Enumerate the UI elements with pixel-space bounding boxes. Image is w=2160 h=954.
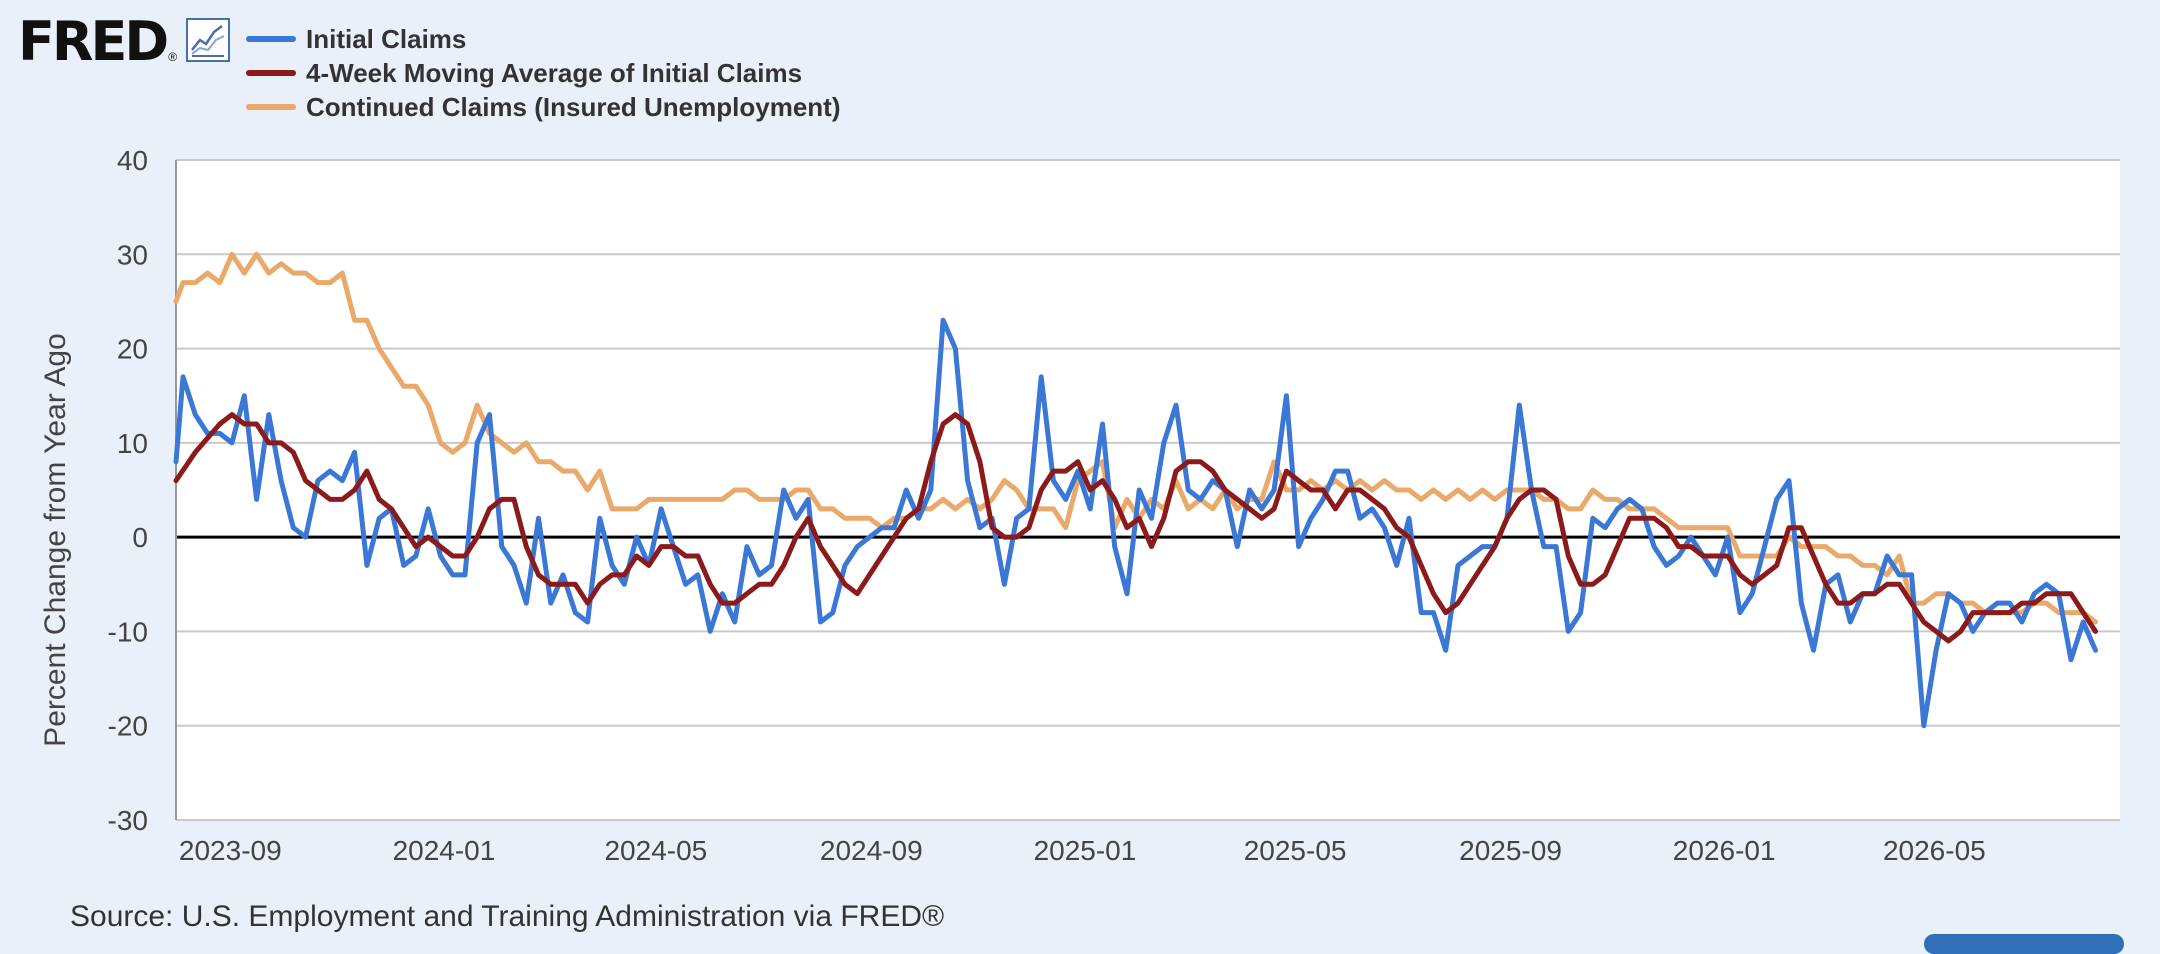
series-line-4-week-average bbox=[173, 412, 2098, 644]
x-tick-label: 2026-01 bbox=[1673, 835, 1776, 866]
legend-item-4-week-moving-average[interactable]: 4-Week Moving Average of Initial Claims bbox=[246, 56, 841, 90]
x-tick-label: 2025-09 bbox=[1459, 835, 1562, 866]
plot-background bbox=[176, 160, 2120, 820]
y-tick-label: -30 bbox=[108, 805, 148, 836]
y-tick-label: -20 bbox=[108, 711, 148, 742]
y-tick-label: 0 bbox=[132, 522, 148, 553]
legend-swatch bbox=[246, 36, 296, 42]
y-tick-label: 20 bbox=[117, 334, 148, 365]
fred-logo[interactable]: FRED ® bbox=[18, 14, 177, 70]
x-tick-label: 2024-09 bbox=[820, 835, 923, 866]
series-line-initial-claims bbox=[173, 317, 2098, 729]
logo-registered-mark: ® bbox=[168, 50, 178, 64]
series-lines bbox=[173, 251, 2098, 729]
legend-label: Continued Claims (Insured Unemployment) bbox=[306, 91, 841, 122]
y-tick-labels: 40 30 20 10 0 -10 -20 -30 bbox=[108, 145, 148, 836]
x-tick-label: 2025-01 bbox=[1034, 835, 1137, 866]
y-tick-label: 10 bbox=[117, 428, 148, 459]
line-graph-icon[interactable] bbox=[186, 18, 230, 62]
source-note: Source: U.S. Employment and Training Adm… bbox=[70, 900, 945, 933]
legend-item-continued-claims[interactable]: Continued Claims (Insured Unemployment) bbox=[246, 90, 841, 124]
legend-label: Initial Claims bbox=[306, 23, 467, 54]
legend-swatch bbox=[246, 70, 296, 76]
download-button[interactable] bbox=[1924, 934, 2124, 954]
legend-label: 4-Week Moving Average of Initial Claims bbox=[306, 57, 803, 88]
x-tick-labels: 2023-09 2024-01 2024-05 2024-09 2025-01 2025-… bbox=[179, 835, 1986, 866]
y-tick-label: 30 bbox=[117, 239, 148, 270]
plot-area bbox=[176, 160, 2120, 820]
x-tick-label: 2025-05 bbox=[1244, 835, 1347, 866]
x-tick-label: 2023-09 bbox=[179, 835, 282, 866]
logo-text: FRED bbox=[18, 10, 169, 73]
x-tick-label: 2024-05 bbox=[604, 835, 707, 866]
y-tick-label: -10 bbox=[108, 616, 148, 647]
legend-swatch bbox=[246, 104, 296, 110]
y-tick-label: 40 bbox=[117, 145, 148, 176]
legend-item-initial-claims[interactable]: Initial Claims bbox=[246, 22, 841, 56]
x-tick-label: 2024-01 bbox=[393, 835, 496, 866]
x-tick-label: 2026-05 bbox=[1883, 835, 1986, 866]
chart-legend: Initial Claims 4-Week Moving Average of … bbox=[246, 22, 841, 124]
